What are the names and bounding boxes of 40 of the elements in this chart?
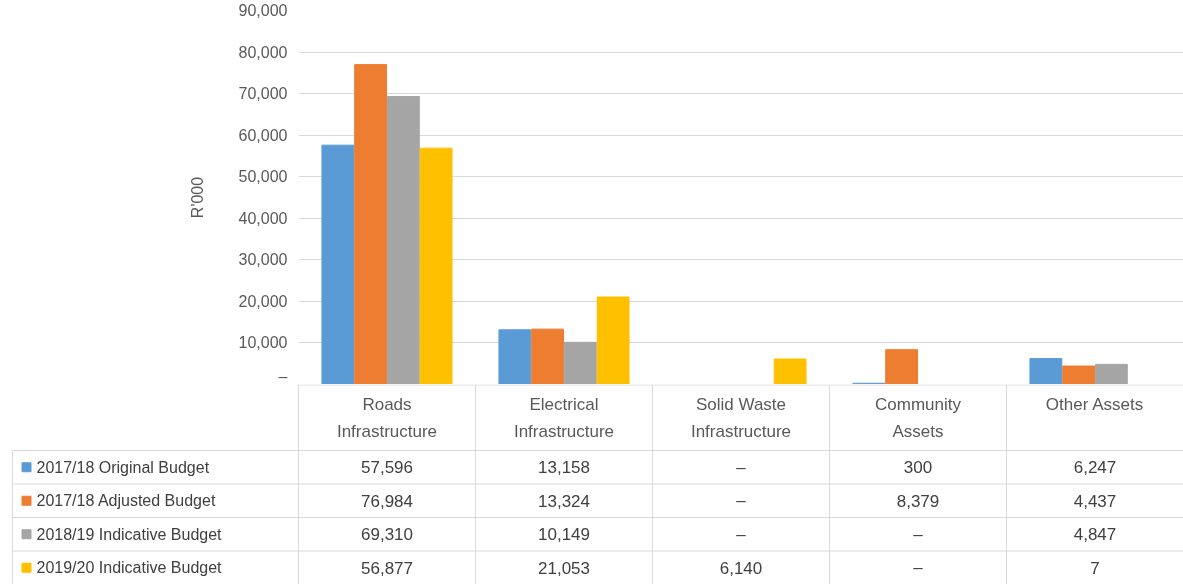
legend-label: 2017/18 Original Budget: [36, 458, 210, 476]
text: –: [736, 524, 746, 544]
legend-label: 2019/20 Indicative Budget: [36, 559, 223, 577]
data-label: 4,437: [1073, 491, 1117, 511]
x-tick-label: Electrical Infrastructure: [513, 394, 615, 442]
x-tick-label: Solid Waste Infrastructure: [690, 394, 792, 442]
y-tick-label: 60,000: [238, 126, 288, 144]
y-tick-label: 90,000: [238, 2, 288, 19]
text: –: [913, 524, 923, 544]
y-tick-label: 10,000: [238, 334, 288, 352]
data-label: 21,053: [538, 558, 590, 578]
data-label: 4,847: [1073, 525, 1117, 545]
data-label: 13,324: [538, 491, 590, 511]
legend-label: 2017/18 Adjusted Budget: [36, 492, 216, 510]
data-label: 6,247: [1073, 458, 1117, 478]
y-tick-label: 80,000: [238, 43, 288, 61]
x-tick-label: Community Assets: [875, 394, 962, 442]
data-label: 76,984: [361, 491, 413, 511]
x-tick-label: Roads Infrastructure: [336, 394, 438, 442]
legend-label: 2018/19 Indicative Budget: [36, 525, 223, 543]
data-label: 6,140: [719, 558, 763, 578]
y-axis-title: R'000: [188, 176, 206, 219]
data-label: 56,877: [361, 558, 413, 578]
y-tick-label: 70,000: [238, 85, 288, 103]
y-tick-label: 50,000: [238, 168, 288, 186]
text: –: [913, 558, 923, 578]
data-label: 300: [903, 458, 933, 478]
x-tick-label: Other Assets: [1045, 394, 1144, 414]
y-tick-label: 30,000: [238, 251, 288, 269]
text: –: [736, 457, 746, 477]
text: –: [736, 491, 746, 511]
y-tick-label: 20,000: [238, 292, 288, 310]
data-label: 10,149: [538, 525, 590, 545]
data-label: 13,158: [538, 458, 590, 478]
data-label: 7: [1090, 558, 1100, 578]
data-label: 57,596: [361, 458, 413, 478]
y-tick-label: 40,000: [238, 209, 288, 227]
data-label: 8,379: [896, 491, 940, 511]
y-tick-label: –: [278, 367, 288, 385]
data-label: 69,310: [361, 525, 413, 545]
